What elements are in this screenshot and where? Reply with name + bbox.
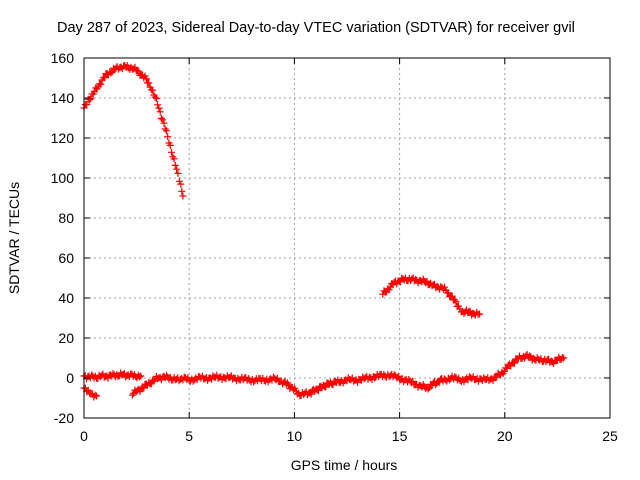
y-tick-label: 0 <box>66 370 74 386</box>
y-tick-label: 160 <box>51 50 75 66</box>
series-baseline-a <box>80 369 145 383</box>
series-markers <box>80 369 145 383</box>
chart-title: Day 287 of 2023, Sidereal Day-to-day VTE… <box>57 20 575 36</box>
x-axis-label: GPS time / hours <box>291 457 398 473</box>
x-tick-label: 15 <box>392 428 408 444</box>
data-series <box>80 62 568 401</box>
y-tick-label: 120 <box>51 130 75 146</box>
y-axis-label: SDTVAR / TECUs <box>6 182 22 294</box>
y-axis-ticks: -20 0 20 40 60 80 100 120 140 160 <box>51 50 610 426</box>
x-tick-label: 20 <box>497 428 513 444</box>
grid-lines <box>84 58 610 418</box>
series-negative-segment <box>80 384 101 401</box>
y-tick-label: 40 <box>58 290 74 306</box>
series-baseline-b <box>128 351 568 400</box>
x-tick-label: 25 <box>602 428 618 444</box>
y-tick-label: -20 <box>54 410 74 426</box>
x-tick-label: 5 <box>185 428 193 444</box>
y-tick-label: 140 <box>51 90 75 106</box>
series-markers <box>80 384 101 401</box>
y-tick-label: 60 <box>58 250 74 266</box>
series-markers <box>128 351 568 400</box>
plot-frame <box>83 57 611 419</box>
series-markers <box>379 274 484 319</box>
y-tick-label: 80 <box>58 210 74 226</box>
y-tick-label: 20 <box>58 330 74 346</box>
x-tick-label: 10 <box>287 428 303 444</box>
series-arc-high-early <box>80 62 187 200</box>
x-tick-label: 0 <box>80 428 88 444</box>
y-tick-label: 100 <box>51 170 75 186</box>
series-arc-mid-late <box>379 274 484 319</box>
series-markers <box>80 62 187 200</box>
x-axis-ticks: 0 5 10 15 20 25 <box>80 58 618 444</box>
